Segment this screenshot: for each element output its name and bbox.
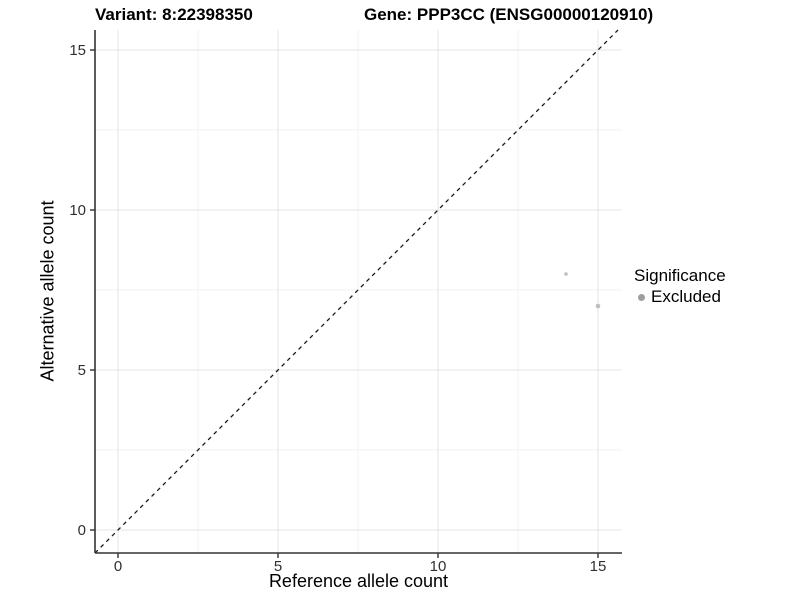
gene-title: Gene: PPP3CC (ENSG00000120910) (364, 5, 654, 24)
x-axis-title: Reference allele count (268, 571, 449, 591)
variant-title: Variant: 8:22398350 (95, 5, 253, 24)
identity-line (94, 29, 619, 554)
y-tick-label: 10 (69, 202, 86, 219)
x-tick-label: 15 (590, 558, 607, 575)
y-axis-title: Alternative allele count (37, 200, 58, 382)
data-point (595, 303, 601, 309)
data-point (564, 272, 568, 276)
x-tick-label: 5 (274, 558, 282, 575)
y-tick-label: 15 (69, 42, 86, 59)
legend-point-icon (638, 293, 645, 301)
legend-entry-excluded: Excluded (638, 288, 726, 306)
x-tick-label: 0 (114, 558, 122, 575)
y-tick-label: 5 (78, 362, 86, 379)
legend-entry-label: Excluded (651, 287, 721, 306)
legend-title: Significance (634, 266, 726, 285)
legend: Significance Excluded (634, 266, 726, 306)
y-tick-label: 0 (78, 522, 86, 539)
x-tick-label: 10 (430, 558, 447, 575)
